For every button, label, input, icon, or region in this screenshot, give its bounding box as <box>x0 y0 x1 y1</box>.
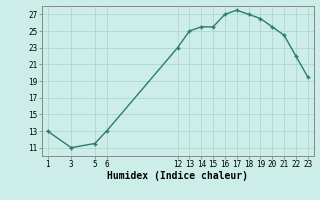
X-axis label: Humidex (Indice chaleur): Humidex (Indice chaleur) <box>107 171 248 181</box>
